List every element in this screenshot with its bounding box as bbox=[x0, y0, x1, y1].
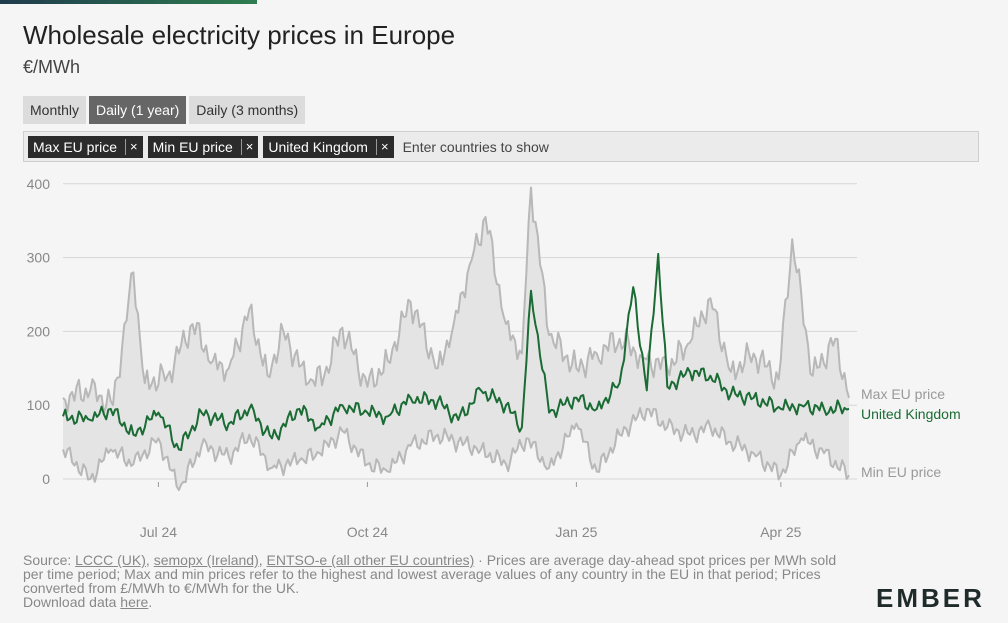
min-max-band bbox=[63, 187, 849, 491]
source-link-entsoe[interactable]: ENTSO-e (all other EU countries) bbox=[266, 552, 475, 568]
page-title: Wholesale electricity prices in Europe bbox=[23, 20, 456, 50]
chip-separator bbox=[375, 138, 377, 155]
accent-bar bbox=[0, 0, 257, 4]
chip-min-eu-price: Min EU price × bbox=[147, 135, 259, 158]
max-eu-price-line bbox=[62, 186, 850, 415]
source-link-lccc[interactable]: LCCC (UK) bbox=[75, 552, 146, 568]
united-kingdom-line bbox=[62, 252, 850, 451]
x-tick-label: Oct 24 bbox=[347, 524, 388, 540]
y-tick-label: 200 bbox=[27, 323, 51, 339]
x-tick-label: Jan 25 bbox=[555, 524, 597, 540]
download-prefix: Download data bbox=[23, 594, 121, 610]
tab-daily-1-year[interactable]: Daily (1 year) bbox=[89, 96, 187, 124]
max-eu-price-label: Max EU price bbox=[861, 386, 945, 402]
remove-icon[interactable]: × bbox=[245, 139, 254, 154]
min-eu-price-line bbox=[62, 407, 850, 492]
country-filter: Max EU price × Min EU price × United Kin… bbox=[23, 131, 979, 162]
chip-separator bbox=[240, 138, 242, 155]
x-tick-label: Jul 24 bbox=[140, 524, 178, 540]
tab-daily-3-months[interactable]: Daily (3 months) bbox=[189, 96, 306, 124]
source-prefix: Source: bbox=[23, 552, 76, 568]
country-search-input[interactable] bbox=[400, 137, 705, 156]
chip-label: Min EU price bbox=[152, 138, 233, 155]
source-comma: , bbox=[145, 552, 154, 568]
united-kingdom-label: United Kingdom bbox=[861, 406, 961, 422]
unit-subtitle: €/MWh bbox=[23, 57, 81, 77]
tab-monthly[interactable]: Monthly bbox=[23, 96, 87, 124]
y-tick-label: 300 bbox=[27, 250, 51, 266]
chip-max-eu-price: Max EU price × bbox=[28, 135, 143, 158]
chip-separator bbox=[125, 138, 127, 155]
remove-icon[interactable]: × bbox=[380, 139, 389, 154]
source-link-semopx[interactable]: semopx (Ireland) bbox=[153, 552, 259, 568]
source-note: · Prices are average day-ahead spot pric… bbox=[23, 552, 837, 596]
chip-label: Max EU price bbox=[33, 138, 118, 155]
download-suffix: . bbox=[148, 594, 153, 610]
source-footer: Source: LCCC (UK), semopx (Ireland), ENT… bbox=[23, 553, 843, 609]
y-tick-label: 100 bbox=[27, 397, 51, 413]
y-tick-label: 0 bbox=[42, 471, 50, 487]
x-tick-label: Apr 25 bbox=[760, 524, 801, 540]
min-eu-price-label: Min EU price bbox=[861, 464, 941, 480]
ember-logo: EMBER bbox=[876, 583, 985, 613]
remove-icon[interactable]: × bbox=[130, 139, 138, 154]
download-link[interactable]: here bbox=[120, 594, 149, 610]
view-tabs: Monthly Daily (1 year) Daily (3 months) bbox=[23, 96, 306, 124]
chip-united-kingdom: United Kingdom × bbox=[263, 135, 394, 158]
y-tick-label: 400 bbox=[27, 176, 51, 192]
source-comma: , bbox=[258, 552, 267, 568]
chip-label: United Kingdom bbox=[268, 138, 368, 155]
